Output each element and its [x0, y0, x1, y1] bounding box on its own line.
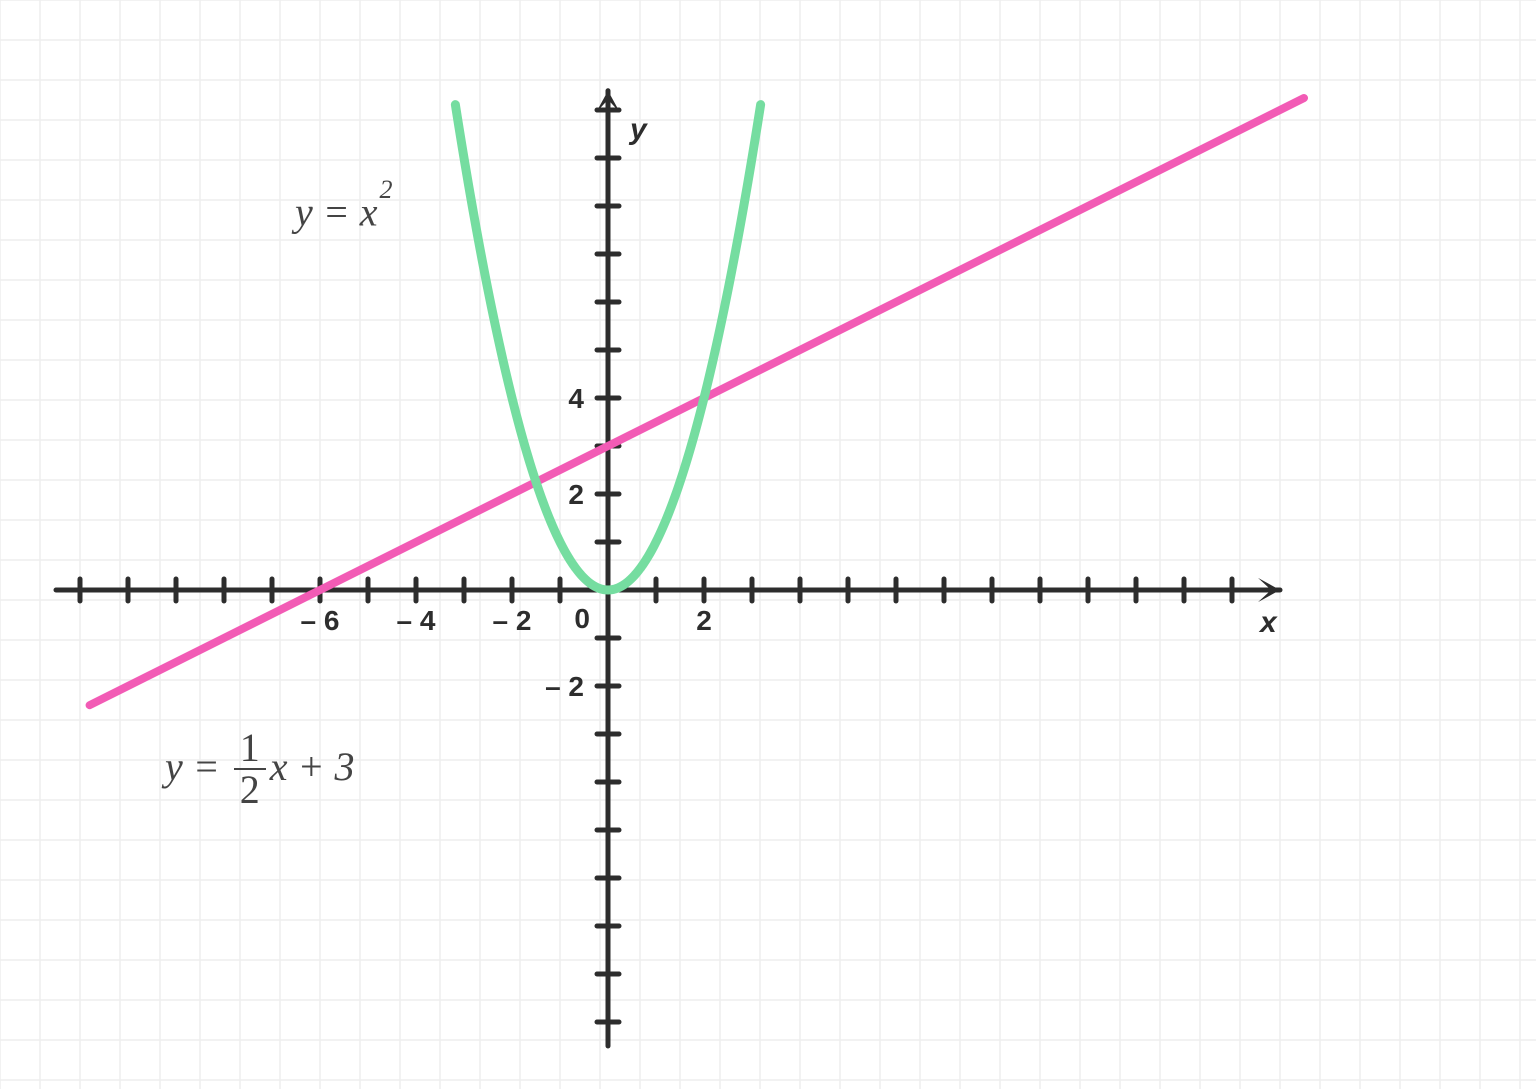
math-graph: x y – 6 – 4 – 2 2 – 2 2 4 0 y = x2 y = 12x + 3 — [0, 0, 1536, 1089]
x-tick-label: – 6 — [301, 605, 340, 636]
x-axis-label: x — [1258, 606, 1278, 639]
background-grid — [0, 0, 1536, 1089]
y-tick-label: 4 — [568, 383, 584, 414]
y-tick-label: 2 — [568, 479, 584, 510]
equation-label-line: y = 12x + 3 — [165, 730, 355, 812]
chart-canvas: x y – 6 – 4 – 2 2 – 2 2 4 0 — [0, 0, 1536, 1089]
equation-label-parabola: y = x2 — [295, 190, 391, 232]
y-tick-label: – 2 — [545, 671, 584, 702]
origin-label: 0 — [574, 603, 590, 634]
x-tick-label: – 4 — [397, 605, 436, 636]
y-axis-label: y — [628, 113, 648, 146]
x-tick-label: – 2 — [493, 605, 532, 636]
x-tick-label: 2 — [696, 605, 712, 636]
